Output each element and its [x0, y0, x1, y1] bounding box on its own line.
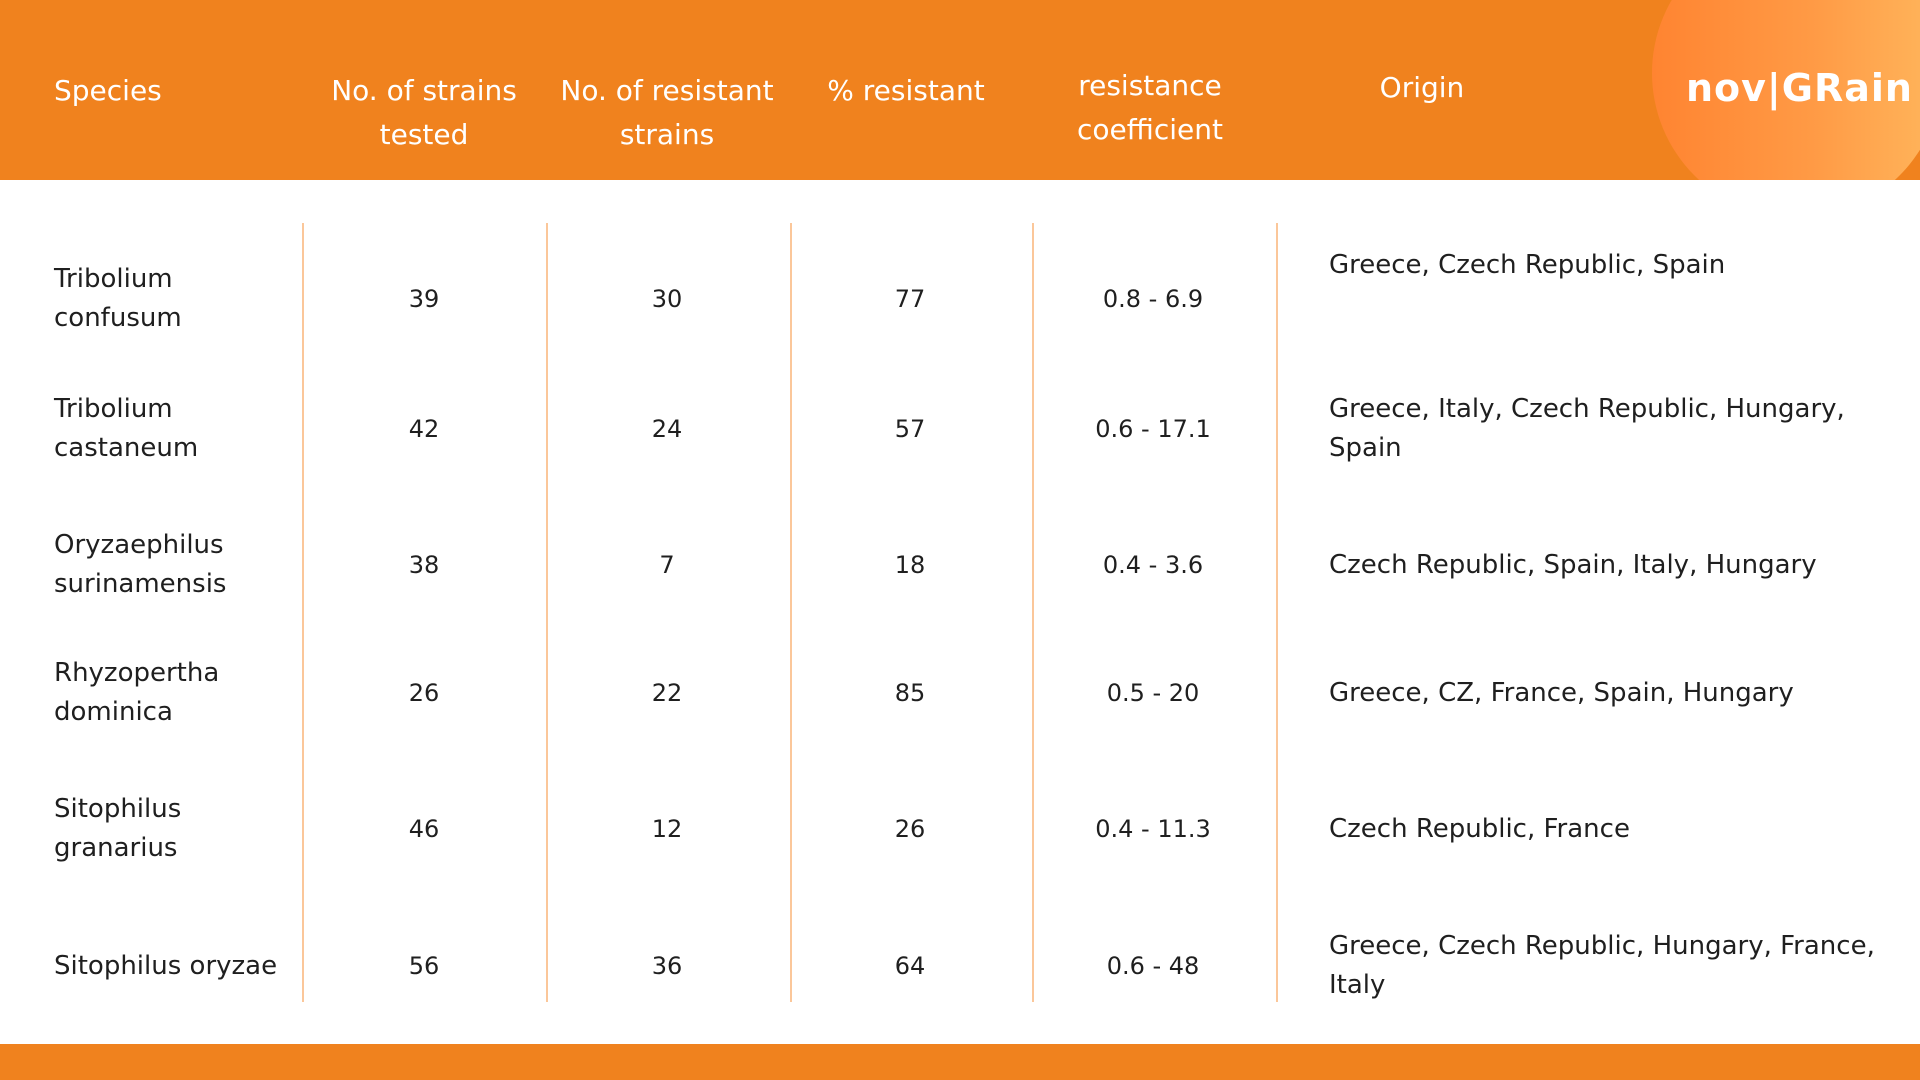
value-cell: 22: [651, 678, 683, 707]
value-cell: 39: [408, 284, 440, 313]
value-cell: 26: [894, 814, 926, 843]
footer-bar: [0, 1044, 1920, 1080]
origin-cell: Greece, Czech Republic, Spain: [1329, 250, 1726, 280]
value-cell: 0.8 - 6.9: [1102, 284, 1204, 313]
origin-cell: Czech Republic, Spain, Italy, Hungary: [1329, 549, 1817, 580]
value-cell: 7: [659, 550, 675, 579]
column-header: No. of strains tested: [331, 74, 517, 151]
value-cell: 30: [651, 284, 683, 313]
value-cell: 0.4 - 11.3: [1095, 814, 1211, 843]
origin-cell: Czech Republic, France: [1329, 813, 1630, 844]
value-cell: 46: [408, 814, 440, 843]
value-cell: 0.5 - 20: [1106, 678, 1200, 707]
origin-cell: Greece, Czech Republic, Hungary, France,…: [1329, 931, 1875, 1000]
species-cell: Sitophilus granarius: [54, 794, 182, 863]
value-cell: 0.4 - 3.6: [1102, 550, 1204, 579]
logo: nov|GRain: [1686, 66, 1913, 110]
origin-cell: Greece, CZ, France, Spain, Hungary: [1329, 677, 1794, 708]
species-cell: Tribolium castaneum: [54, 394, 199, 463]
column-header: % resistant: [827, 74, 985, 107]
column-divider: [1032, 223, 1034, 1002]
value-cell: 18: [894, 550, 926, 579]
value-cell: 0.6 - 48: [1106, 951, 1200, 980]
value-cell: 38: [408, 550, 440, 579]
value-cell: 12: [651, 814, 683, 843]
column-header: No. of resistant strains: [560, 74, 774, 151]
value-cell: 56: [408, 951, 440, 980]
value-cell: 42: [408, 414, 440, 443]
value-cell: 85: [894, 678, 926, 707]
origin-cell: Greece, Italy, Czech Republic, Hungary, …: [1329, 394, 1845, 463]
column-divider: [302, 223, 304, 1002]
value-cell: 36: [651, 951, 683, 980]
value-cell: 77: [894, 284, 926, 313]
column-divider: [1276, 223, 1278, 1002]
species-cell: Tribolium confusum: [54, 264, 182, 333]
value-cell: 24: [651, 414, 683, 443]
species-cell: Rhyzopertha dominica: [54, 658, 220, 727]
column-header: resistance coefficient: [1077, 69, 1223, 146]
species-cell: Oryzaephilus surinamensis: [54, 530, 227, 599]
column-divider: [790, 223, 792, 1002]
column-divider: [546, 223, 548, 1002]
value-cell: 64: [894, 951, 926, 980]
logo-circle: [1652, 0, 1920, 180]
value-cell: 0.6 - 17.1: [1095, 414, 1211, 443]
column-header: Species: [54, 74, 162, 107]
value-cell: 26: [408, 678, 440, 707]
species-cell: Sitophilus oryzae: [54, 950, 278, 981]
column-header: Origin: [1379, 71, 1465, 104]
value-cell: 57: [894, 414, 926, 443]
header-bar: nov|GRain Species No. of strains tested No…: [0, 0, 1920, 180]
